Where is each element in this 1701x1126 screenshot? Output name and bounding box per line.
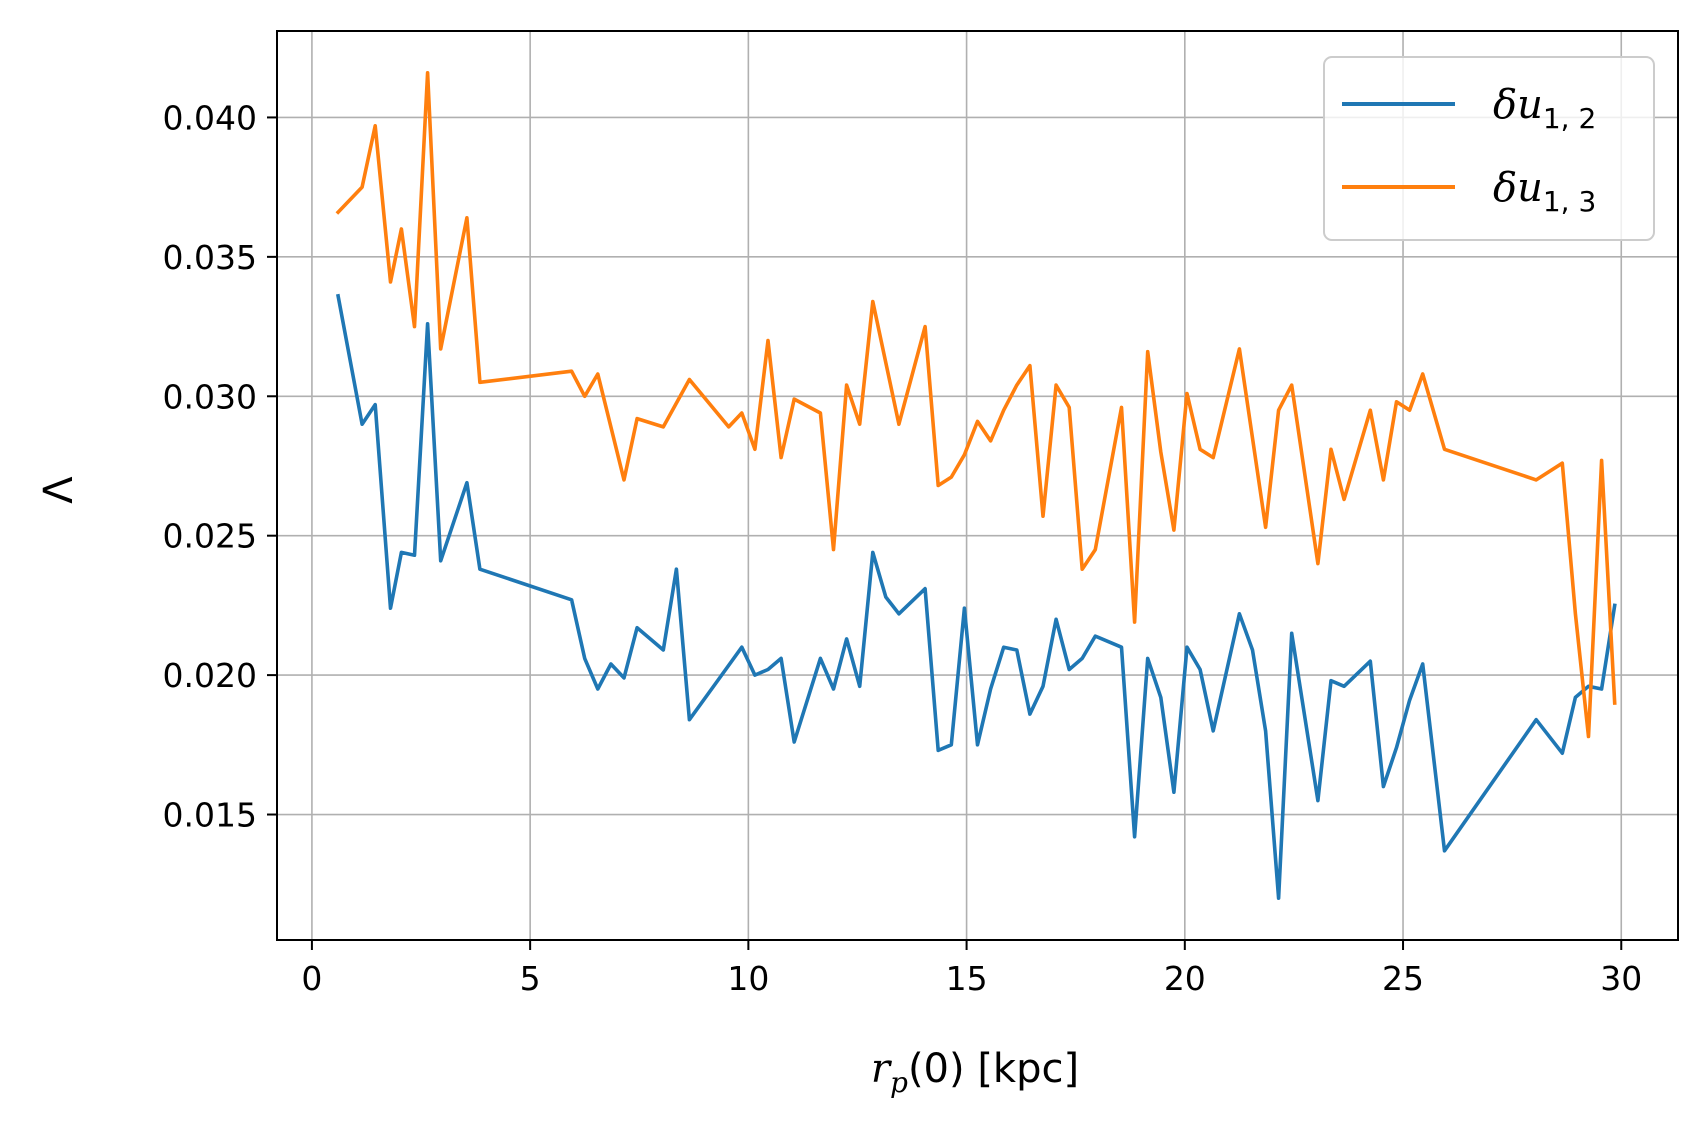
series-line-2	[335, 71, 1617, 739]
y-axis-ticks: 0.015 0.020 0.025 0.030 0.035 0.040	[163, 98, 277, 835]
y-tick-label: 0.025	[163, 517, 257, 556]
legend: δu1, 2 δu1, 3	[1323, 56, 1655, 241]
legend-label-series-2: δu1, 3	[1493, 165, 1596, 218]
series-lines	[335, 71, 1617, 901]
legend-label-series-1: δu1, 2	[1493, 82, 1596, 135]
x-tick-label: 15	[946, 959, 988, 998]
x-tick-label: 30	[1600, 959, 1642, 998]
y-tick-label: 0.030	[163, 377, 257, 416]
y-tick-label: 0.020	[163, 656, 257, 695]
x-tick-label: 5	[520, 959, 541, 998]
x-tick-label: 25	[1382, 959, 1424, 998]
x-tick-label: 0	[301, 959, 322, 998]
plot-area-frame	[276, 30, 1679, 941]
x-tick-label: 10	[727, 959, 769, 998]
y-axis-label: Λ	[36, 476, 82, 504]
legend-box	[1323, 56, 1655, 241]
y-tick-label: 0.015	[163, 796, 257, 835]
y-tick-label: 0.040	[163, 98, 257, 137]
x-axis-label: rp(0) [kpc]	[871, 1046, 1079, 1099]
series-line-1	[335, 293, 1617, 901]
x-tick-label: 20	[1164, 959, 1206, 998]
x-axis-ticks: 0 5 10 15 20 25 30	[301, 940, 1642, 998]
y-tick-label: 0.035	[163, 238, 257, 277]
grid-lines	[277, 31, 1678, 940]
